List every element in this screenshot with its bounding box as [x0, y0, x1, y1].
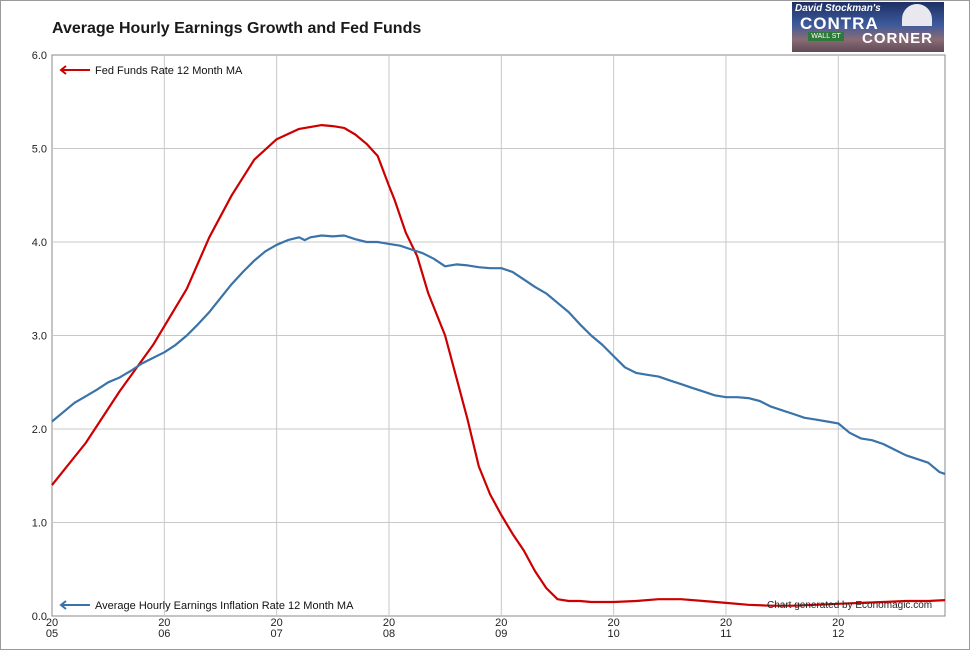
logo-street-sign: WALL ST	[808, 32, 844, 41]
x-tick-label-top: 20	[832, 617, 844, 629]
capitol-dome-graphic	[902, 4, 932, 26]
x-tick-label-top: 20	[720, 617, 732, 629]
x-tick-label-bottom: 06	[158, 628, 170, 640]
chart-title: Average Hourly Earnings Growth and Fed F…	[52, 20, 422, 37]
x-tick-label-bottom: 12	[832, 628, 844, 640]
series-line-0	[51, 123, 946, 607]
legend-label: Fed Funds Rate 12 Month MA	[95, 65, 243, 77]
x-tick-label-top: 20	[383, 617, 395, 629]
y-tick-label: 0.0	[32, 611, 47, 623]
logo-line2: CONTRA	[800, 14, 879, 33]
logo-line1: David Stockman's	[795, 3, 881, 14]
y-tick-label: 3.0	[32, 331, 47, 343]
x-tick-label-top: 20	[158, 617, 170, 629]
logo-line3: CORNER	[862, 30, 934, 47]
series-line-1	[51, 234, 946, 475]
legend-label: Average Hourly Earnings Inflation Rate 1…	[95, 600, 354, 612]
y-tick-label: 6.0	[32, 50, 47, 62]
contra-corner-logo: David Stockman's CONTRA WALL ST CORNER	[792, 2, 944, 52]
x-tick-label-top: 20	[46, 617, 58, 629]
legend-arrow-head	[59, 65, 67, 75]
y-tick-label: 4.0	[32, 237, 47, 249]
y-tick-label: 2.0	[32, 424, 47, 436]
x-tick-label-top: 20	[608, 617, 620, 629]
x-tick-label-bottom: 05	[46, 628, 58, 640]
chart-credit: Chart generated by Economagic.com	[767, 600, 933, 611]
x-tick-label-bottom: 09	[495, 628, 507, 640]
x-tick-label-bottom: 08	[383, 628, 395, 640]
legend-arrow-head	[59, 600, 67, 610]
x-tick-label-bottom: 11	[720, 628, 731, 640]
x-tick-label-top: 20	[271, 617, 283, 629]
x-tick-label-bottom: 07	[271, 628, 283, 640]
y-tick-label: 5.0	[32, 144, 47, 156]
x-tick-label-bottom: 10	[608, 628, 620, 640]
y-tick-label: 1.0	[32, 518, 47, 530]
x-tick-label-top: 20	[495, 617, 507, 629]
